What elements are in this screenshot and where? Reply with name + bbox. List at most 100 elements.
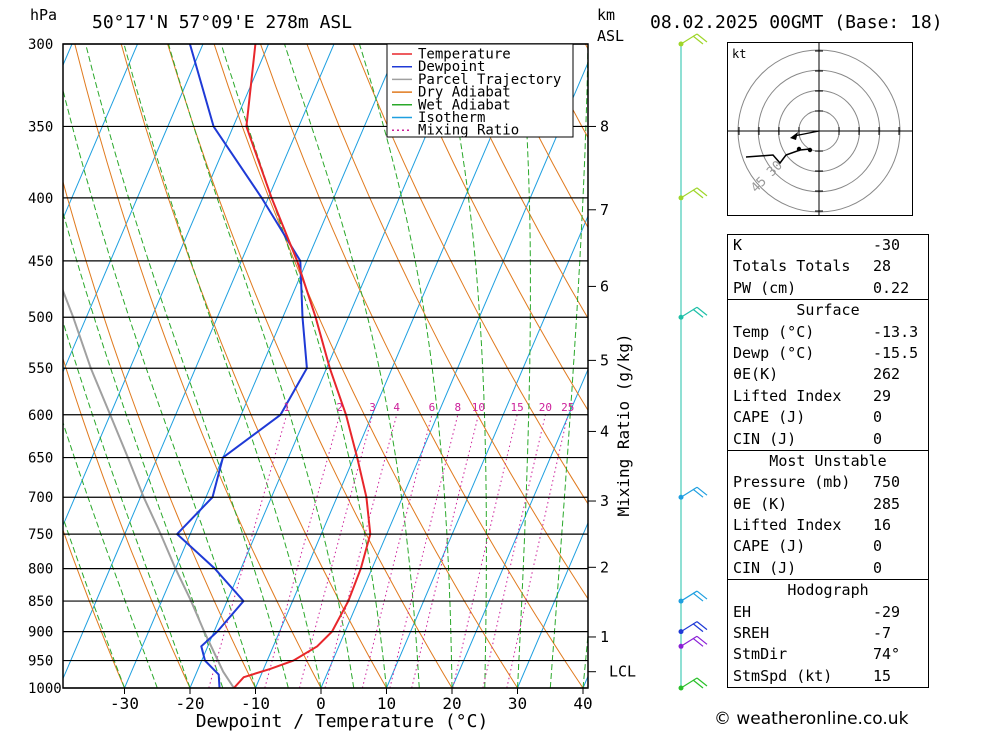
hodograph-index-value: -29 (873, 602, 901, 621)
temperature-line (233, 44, 372, 688)
copyright: © weatheronline.co.uk (714, 709, 909, 729)
mixing-ratio-label: 6 (429, 401, 436, 414)
hodograph-index-value: -7 (873, 624, 892, 643)
surface-row: CAPE (J) 0 (728, 407, 928, 428)
dry-adiabat-line (352, 44, 588, 505)
isotherm-line (255, 44, 531, 688)
most-unstable-key: CAPE (J) (733, 537, 806, 556)
km-tick-label: 5 (600, 351, 609, 369)
hodograph-unit: kt (732, 47, 746, 61)
x-tick-label: -30 (110, 694, 139, 713)
hodograph-point (796, 146, 802, 152)
pressure-tick-label: 700 (28, 490, 53, 506)
dry-adiabat-line (445, 44, 588, 320)
x-tick-label: 40 (573, 694, 592, 713)
pressure-tick-label: 400 (28, 191, 53, 207)
dry-adiabat-line (213, 44, 518, 688)
index-key: Totals Totals (733, 257, 851, 276)
datetime-title: 08.02.2025 00GMT (Base: 18) (650, 12, 943, 33)
asl-label: ASL (597, 27, 624, 45)
wind-barb (680, 486, 708, 498)
most-unstable-row: Lifted Index 16 (728, 515, 928, 536)
km-tick-label: LCL (609, 663, 636, 681)
most-unstable-key: θE (K) (733, 494, 788, 513)
most-unstable-value: 0 (873, 537, 883, 556)
pressure-tick-label: 800 (28, 562, 53, 578)
x-tick-label: -20 (176, 694, 205, 713)
pressure-tick-label: 850 (28, 594, 53, 610)
hodograph-index-row: SREH -7 (728, 623, 928, 644)
surface-key: Lifted Index (733, 386, 842, 405)
hodograph-index-key: EH (733, 602, 752, 621)
dry-adiabat-line (399, 44, 588, 412)
surface-key: Temp (°C) (733, 322, 815, 341)
surface-value: 29 (873, 386, 892, 405)
isotherm-line (320, 61, 588, 688)
pressure-unit: hPa (30, 6, 57, 24)
pressure-tick-label: 750 (28, 527, 53, 543)
mixing-ratio-label: 2 (336, 401, 343, 414)
mixing-ratio-label: 15 (510, 401, 523, 414)
km-tick-label: 6 (600, 277, 609, 295)
wet-adiabat-line (441, 44, 487, 688)
isotherm-line (63, 44, 335, 680)
km-tick-label: 2 (600, 558, 609, 576)
wet-adiabat-line (284, 44, 420, 688)
most-unstable-key: CIN (J) (733, 558, 797, 577)
pressure-tick-label: 300 (28, 37, 53, 53)
dry-adiabat-line (120, 44, 387, 688)
mixing-ratio-line (361, 414, 433, 688)
legend-label: Mixing Ratio (418, 123, 519, 139)
surface-key: Dewp (°C) (733, 343, 815, 362)
mixing-ratio-line (299, 414, 373, 688)
x-tick-label: 30 (508, 694, 527, 713)
pressure-tick-label: 550 (28, 361, 53, 377)
surface-title: Surface (796, 301, 860, 320)
wind-barb (680, 306, 708, 318)
pressure-tick-label: 650 (28, 451, 53, 467)
surface-row: θE(K) 262 (728, 364, 928, 385)
wind-profile (678, 33, 708, 691)
wet-adiabat-line (358, 44, 453, 688)
most-unstable-key: Lifted Index (733, 516, 842, 535)
mixing-ratio-line (208, 414, 288, 688)
most-unstable-title: Most Unstable (769, 451, 887, 470)
x-axis-label: Dewpoint / Temperature (°C) (196, 711, 489, 732)
surface-value: 0 (873, 408, 883, 427)
wet-adiabat-line (85, 44, 289, 688)
surface-row: Temp (°C) -13.3 (728, 322, 928, 343)
hodograph-point (807, 147, 813, 153)
mixing-ratio-label: 8 (454, 401, 461, 414)
isotherm-line (517, 521, 588, 688)
wet-adiabat-line (220, 44, 387, 688)
most-unstable-key: Pressure (mb) (733, 473, 851, 492)
mixing-ratio-label: 10 (472, 401, 485, 414)
index-value: 28 (873, 257, 892, 276)
mixing-ratio-axis-label: Mixing Ratio (g/kg) (614, 333, 633, 516)
wet-adiabat-line (63, 88, 256, 688)
index-key: K (733, 236, 743, 254)
most-unstable-row: Pressure (mb) 750 (728, 472, 928, 493)
wind-barb (680, 33, 708, 45)
km-tick-label: 1 (600, 628, 609, 646)
isotherm-line (0, 44, 7, 688)
index-row: PW (cm) 0.22 (728, 278, 928, 299)
mixing-ratio-line (324, 414, 398, 688)
hodograph-index-row: EH -29 (728, 602, 928, 623)
mixing-ratio-label: 25 (561, 401, 574, 414)
index-value: -30 (873, 236, 901, 254)
index-key: PW (cm) (733, 278, 797, 297)
location-title: 50°17'N 57°09'E 278m ASL (92, 12, 352, 33)
legend-label: Wet Adiabat (418, 97, 511, 113)
surface-value: -15.5 (873, 343, 919, 362)
x-tick-label: 10 (377, 694, 396, 713)
dry-adiabat-line (260, 44, 584, 688)
parcel-trajectory-line (63, 288, 235, 688)
surface-value: 0 (873, 429, 883, 448)
legend-label: Dry Adiabat (418, 85, 511, 101)
legend-label: Dewpoint (418, 59, 485, 75)
mixing-ratio-line (452, 414, 518, 688)
most-unstable-row: CAPE (J) 0 (728, 536, 928, 557)
